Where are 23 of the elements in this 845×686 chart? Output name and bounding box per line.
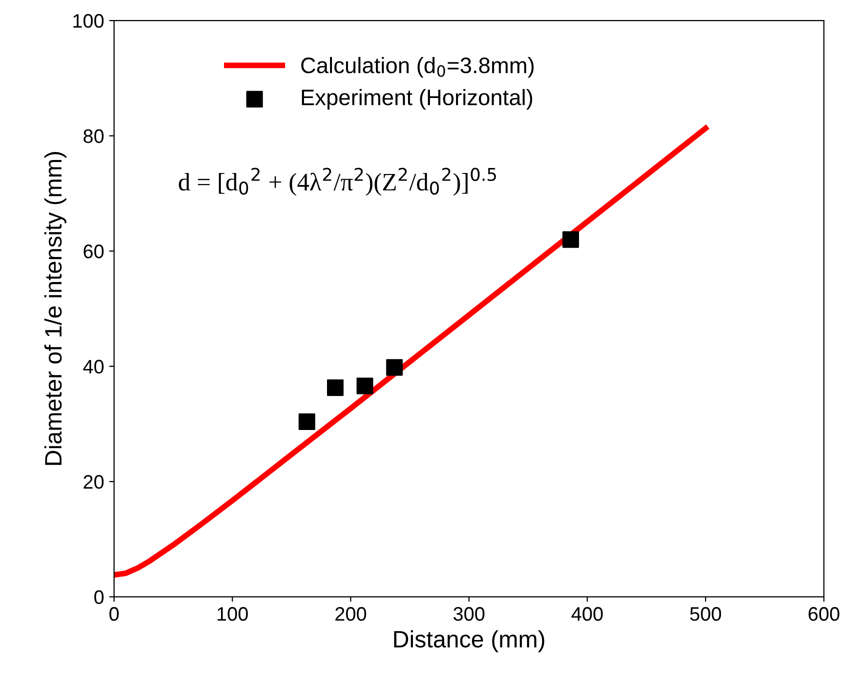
- x-tick-label: 300: [453, 607, 484, 621]
- y-tick-label: 100: [73, 14, 104, 28]
- x-axis-title: Distance (mm): [394, 630, 544, 652]
- text: d = [d$_{0}$$^{2}$ + (4λ$^{2}$/π$^{2}$)(Z$^{2}$/d$_{0}$$^{2}$)]$^{0.5}$: [178, 168, 496, 196]
- x-tick-label: 600: [808, 607, 840, 621]
- point: [386, 359, 403, 376]
- point: [562, 231, 580, 248]
- x-tick-label: 400: [572, 607, 603, 621]
- x-tick-label: 200: [335, 607, 366, 621]
- y-axis-title: Diameter of 1/e intensity (mm): [44, 152, 66, 465]
- legend-label: Experiment (Horizontal): [302, 88, 532, 110]
- y-tick-label: 0: [94, 590, 104, 604]
- point: [298, 413, 316, 430]
- x-tick-label: 500: [690, 607, 722, 621]
- x-tick-label: 0: [109, 607, 119, 621]
- point: [356, 378, 374, 394]
- y-tick-label: 80: [84, 129, 104, 144]
- legend-label: Calculation (d$_{0}$=3.8mm): [301, 56, 534, 78]
- y-tick-label: 20: [84, 475, 104, 489]
- y-tick-label: 60: [84, 244, 104, 258]
- point: [326, 379, 344, 396]
- x-tick-label: 100: [218, 607, 248, 621]
- y-tick-label: 40: [83, 360, 104, 374]
